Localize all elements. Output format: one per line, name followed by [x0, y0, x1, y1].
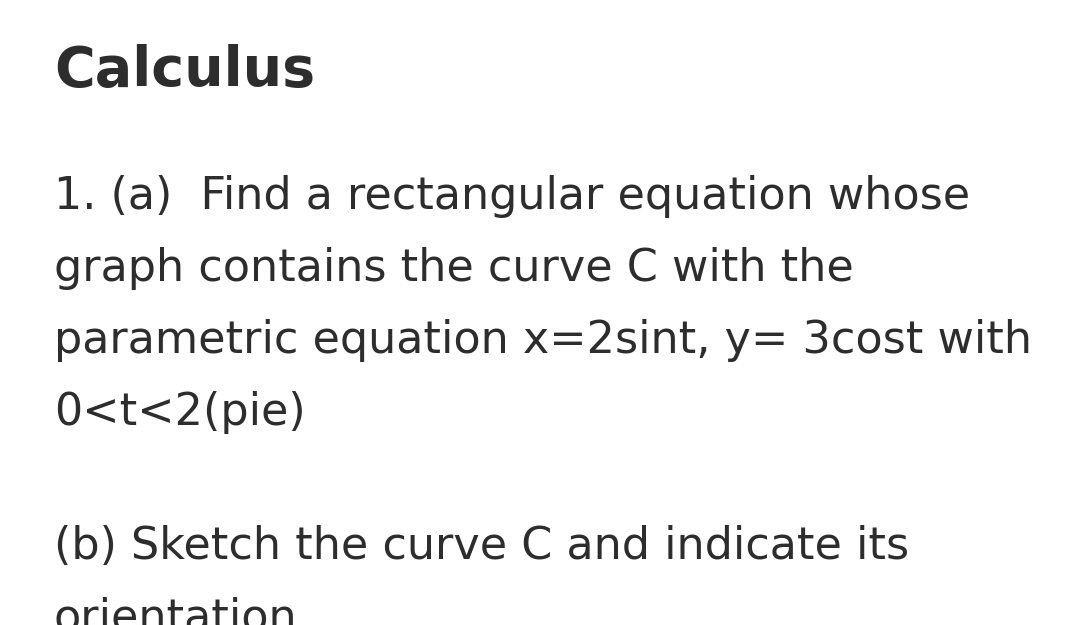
- Text: Calculus: Calculus: [54, 44, 315, 98]
- Text: orientation.: orientation.: [54, 597, 312, 625]
- Text: parametric equation x=2sint, y= 3cost with: parametric equation x=2sint, y= 3cost wi…: [54, 319, 1032, 362]
- Text: 1. (a)  Find a rectangular equation whose: 1. (a) Find a rectangular equation whose: [54, 175, 970, 218]
- Text: graph contains the curve C with the: graph contains the curve C with the: [54, 247, 854, 290]
- Text: 0<t<2(pie): 0<t<2(pie): [54, 391, 306, 434]
- Text: (b) Sketch the curve C and indicate its: (b) Sketch the curve C and indicate its: [54, 525, 909, 568]
